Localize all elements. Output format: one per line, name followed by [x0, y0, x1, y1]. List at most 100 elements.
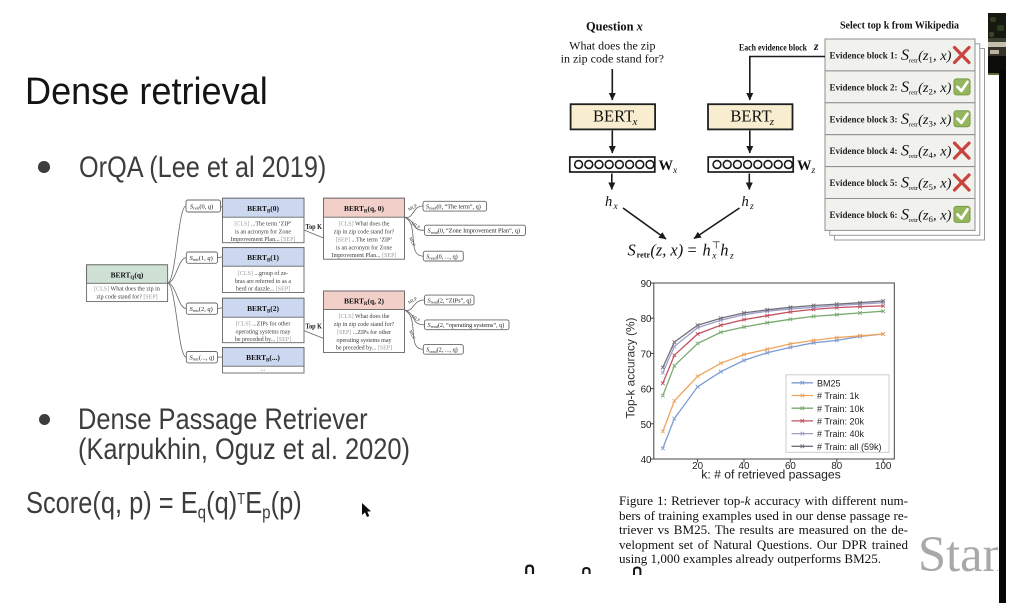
svg-text:Evidence block 6:: Evidence block 6: [830, 211, 898, 221]
svg-text:z: z [749, 202, 754, 212]
svg-text:20: 20 [692, 461, 703, 472]
svg-text:Question x: Question x [586, 19, 643, 33]
svg-text:Select top k from Wikipedia: Select top k from Wikipedia [840, 20, 960, 32]
svg-text:zip code stand for? [SEP]: zip code stand for? [SEP] [96, 294, 157, 301]
svg-text:[CLS] What does the: [CLS] What does the [339, 222, 390, 228]
svg-text:Sread(0, ..., q): Sread(0, ..., q) [426, 253, 457, 260]
svg-text:Improvement Plan... [SEP]: Improvement Plan... [SEP] [332, 253, 397, 259]
svg-text:BERTB(0): BERTB(0) [247, 204, 279, 215]
svg-text:What does the zip: What does the zip [569, 39, 655, 53]
svg-text:operating systems may: operating systems may [337, 338, 392, 344]
svg-text:Sretr(2, q): Sretr(2, q) [190, 306, 213, 313]
svg-text:[SEP] ...The term ‘ZIP’: [SEP] ...The term ‘ZIP’ [336, 237, 393, 244]
svg-text:h: h [605, 194, 612, 210]
svg-text:Sread(0, “Zone Improvement Pla: Sread(0, “Zone Improvement Plan”, q) [428, 228, 520, 235]
svg-text:Sread(2, ..., q): Sread(2, ..., q) [426, 347, 457, 354]
svg-text:Evidence block 2:: Evidence block 2: [830, 84, 898, 94]
svg-text:# Train: 1k: # Train: 1k [817, 391, 860, 401]
svg-text:h: h [703, 240, 711, 259]
svg-text:MLP: MLP [407, 296, 418, 305]
svg-text:be preceded by... [SEP]: be preceded by... [SEP] [235, 337, 291, 343]
svg-text:Sretr(z6, x): Sretr(z6, x) [901, 206, 952, 224]
svg-text:BERTR(q, 2): BERTR(q, 2) [344, 297, 384, 308]
svg-text:W: W [659, 158, 674, 174]
svg-text:[CLS] What does the: [CLS] What does the [339, 314, 390, 320]
svg-text:# Train: 40k: # Train: 40k [817, 429, 865, 439]
svg-text:[CLS] ...group of ze-: [CLS] ...group of ze- [238, 270, 288, 277]
svg-text:70: 70 [641, 349, 652, 360]
svg-text:z: z [769, 116, 775, 128]
svg-text:80: 80 [641, 314, 652, 325]
svg-text:is an acronym for Zone: is an acronym for Zone [336, 245, 392, 252]
svg-text:Top K: Top K [306, 323, 323, 331]
svg-text:h: h [720, 240, 728, 259]
svg-text:z: z [813, 41, 819, 53]
svg-text:BERTR(q, 0): BERTR(q, 0) [344, 204, 384, 215]
svg-text:W: W [797, 158, 812, 174]
svg-text:...: ... [261, 367, 266, 373]
svg-text:h: h [742, 194, 749, 210]
svg-text:BERTB(1): BERTB(1) [247, 253, 279, 264]
svg-text:Sretr(z5, x): Sretr(z5, x) [901, 175, 952, 193]
svg-text:Evidence block 4:: Evidence block 4: [830, 147, 898, 157]
svg-text:# Train: all (59k): # Train: all (59k) [817, 442, 882, 452]
svg-text:Sread(2, “ZIPs”, q): Sread(2, “ZIPs”, q) [428, 297, 472, 304]
svg-text:Evidence block 3:: Evidence block 3: [830, 115, 898, 125]
svg-text:60: 60 [641, 385, 652, 396]
svg-text:[SEP] ...ZIPs for other: [SEP] ...ZIPs for other [337, 329, 391, 336]
svg-text:60: 60 [785, 461, 796, 472]
svg-text:MLP: MLP [408, 236, 417, 247]
svg-text:Sretr(0, q): Sretr(0, q) [190, 204, 213, 211]
svg-text:[CLS] ...ZIPs for other: [CLS] ...ZIPs for other [236, 321, 291, 328]
svg-text:x: x [672, 166, 678, 176]
svg-text:Sretr(z2, x): Sretr(z2, x) [901, 79, 952, 97]
svg-text:40: 40 [739, 461, 750, 472]
svg-text:MLP: MLP [408, 329, 417, 340]
svg-text:x: x [613, 202, 619, 212]
svg-text:100: 100 [875, 461, 892, 472]
svg-text:operating systems may: operating systems may [236, 330, 291, 336]
svg-text:Sretr(z4, x): Sretr(z4, x) [901, 143, 952, 161]
svg-text:# Train: 10k: # Train: 10k [817, 404, 865, 414]
svg-text:zip in zip code stand for?: zip in zip code stand for? [334, 229, 395, 236]
svg-text:Sretr(1, q): Sretr(1, q) [190, 255, 213, 262]
svg-text:Top-k accuracy (%): Top-k accuracy (%) [624, 317, 638, 418]
svg-text:BERTQ(q): BERTQ(q) [111, 271, 144, 282]
svg-text:BERTB(2): BERTB(2) [247, 304, 279, 315]
svg-text:bras are referred to as a: bras are referred to as a [235, 278, 291, 285]
svg-text:be preceded by... [SEP]: be preceded by... [SEP] [336, 346, 392, 352]
svg-text:# Train: 20k: # Train: 20k [817, 417, 865, 427]
svg-text:[CLS] What does the zip in: [CLS] What does the zip in [94, 287, 160, 293]
svg-text:z: z [811, 166, 816, 176]
svg-text:BERTB(...): BERTB(...) [246, 353, 280, 364]
svg-text:80: 80 [831, 461, 842, 472]
svg-text:MLP: MLP [410, 221, 421, 230]
svg-text:BERT: BERT [593, 106, 634, 125]
svg-text:MLP: MLP [410, 314, 421, 323]
svg-text:Top K: Top K [306, 223, 323, 231]
svg-text:MLP: MLP [407, 203, 418, 212]
svg-text:Each evidence block: Each evidence block [739, 43, 808, 53]
svg-text:Sretr(z3, x): Sretr(z3, x) [901, 111, 952, 129]
svg-text:retr: retr [637, 251, 651, 260]
svg-text:(z, x): (z, x) [650, 240, 683, 259]
svg-text:Sread(0, “The term”, q): Sread(0, “The term”, q) [426, 204, 481, 211]
svg-text:Sretr(z1, x): Sretr(z1, x) [901, 47, 952, 65]
svg-text:Improvement Plan... [SEP]: Improvement Plan... [SEP] [231, 237, 296, 243]
svg-text:is an acronym for Zone: is an acronym for Zone [235, 229, 291, 236]
svg-text:Sread(2, “operating systems”,: Sread(2, “operating systems”, q) [428, 322, 505, 329]
svg-text:zip in zip code stand for?: zip in zip code stand for? [334, 321, 395, 328]
svg-text:S: S [628, 240, 636, 259]
svg-text:40: 40 [641, 455, 652, 466]
svg-text:k: # of retrieved passages: k: # of retrieved passages [701, 468, 841, 482]
svg-text:x: x [711, 252, 717, 262]
svg-text:x: x [632, 116, 638, 128]
svg-text:in zip code stand for?: in zip code stand for? [561, 52, 664, 66]
svg-text:Evidence block 5:: Evidence block 5: [830, 179, 898, 189]
svg-text:BM25: BM25 [817, 378, 841, 388]
svg-text:90: 90 [641, 279, 652, 290]
svg-text:BERT: BERT [730, 106, 771, 125]
svg-text:z: z [729, 252, 734, 262]
svg-text:50: 50 [641, 420, 652, 431]
svg-text:Sretr(..., q): Sretr(..., q) [190, 355, 215, 362]
